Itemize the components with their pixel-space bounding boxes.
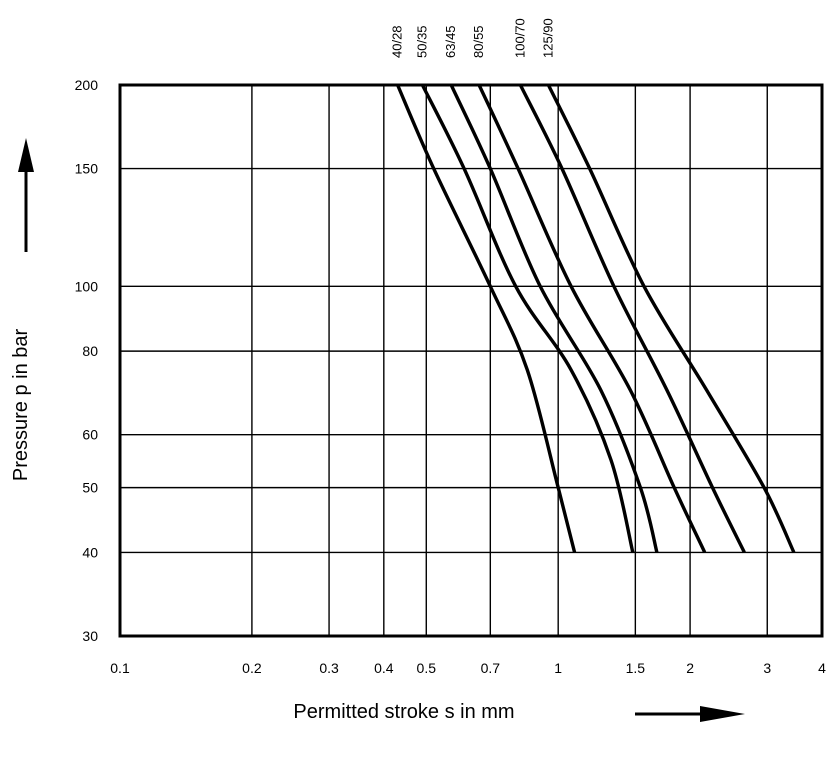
x-tick-label: 0.3 [319, 660, 339, 676]
y-tick-label: 200 [75, 77, 99, 93]
plot-frame [118, 83, 824, 638]
series-label: 125/90 [540, 18, 555, 58]
x-tick-label: 3 [763, 660, 771, 676]
series-line-5 [518, 84, 746, 554]
y-tick-label: 150 [75, 161, 99, 177]
x-tick-label: 0.1 [110, 660, 130, 676]
y-axis-arrow-icon [18, 138, 34, 252]
series-line-3 [449, 84, 659, 553]
x-axis-title: Permitted stroke s in mm [293, 701, 514, 723]
x-axis-arrow-icon [635, 706, 745, 722]
x-tick-label: 0.5 [417, 660, 437, 676]
y-tick-label: 100 [75, 278, 99, 294]
x-tick-label: 2 [686, 660, 694, 676]
x-gridlines [251, 85, 768, 636]
x-tick-labels: 0.1 0.2 0.3 0.4 0.5 0.7 1 1.5 2 3 4 [110, 660, 826, 676]
x-tick-label: 1.5 [626, 660, 646, 676]
y-tick-label: 50 [82, 480, 98, 496]
series-line-4 [477, 84, 707, 554]
y-tick-labels: 200 150 100 80 60 50 40 30 [75, 77, 99, 644]
x-tick-label: 4 [818, 660, 826, 676]
series-curves [396, 84, 796, 554]
x-tick-label: 0.2 [242, 660, 262, 676]
series-labels: 40/28 50/35 63/45 80/55 100/70 125/90 [390, 18, 556, 58]
y-tick-label: 40 [82, 544, 98, 560]
series-label: 63/45 [443, 25, 458, 58]
x-tick-label: 1 [554, 660, 562, 676]
y-axis-title: Pressure p in bar [10, 329, 32, 482]
y-tick-label: 80 [82, 343, 98, 359]
y-tick-label: 30 [82, 628, 98, 644]
series-line-1 [396, 84, 577, 553]
series-label: 80/55 [471, 25, 486, 58]
y-gridlines [120, 167, 822, 554]
x-tick-label: 0.7 [481, 660, 501, 676]
series-line-2 [420, 84, 635, 553]
series-label: 50/35 [414, 25, 429, 58]
series-line-6 [546, 84, 796, 554]
x-tick-label: 0.4 [374, 660, 394, 676]
series-label: 40/28 [390, 25, 405, 58]
y-tick-label: 60 [82, 427, 98, 443]
series-label: 100/70 [512, 18, 527, 58]
